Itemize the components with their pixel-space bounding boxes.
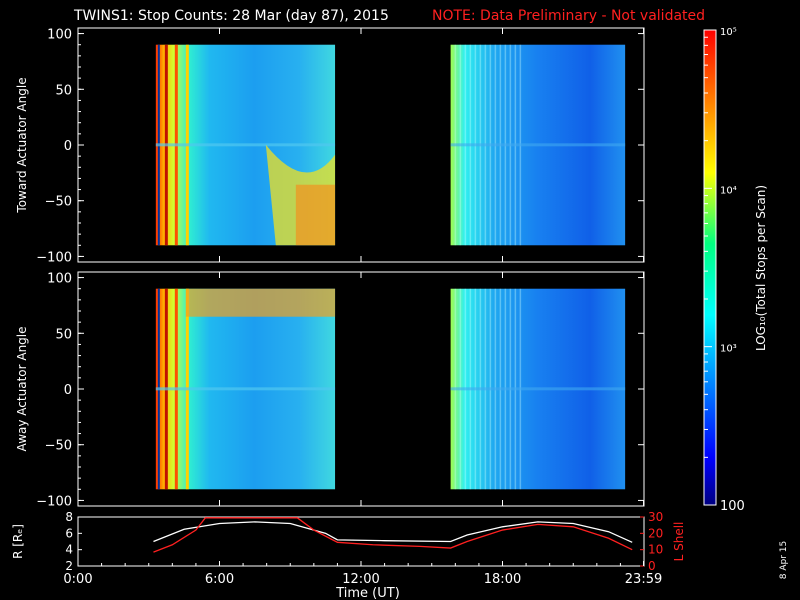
heatmap-zero-band [155,387,336,391]
x-tick-label: 0:00 [63,572,92,587]
x-tick-label: 6:00 [205,572,234,587]
away-data-block-1 [155,288,336,490]
ephemeris-frame [77,516,645,567]
x-axis-label: Time (UT) [335,586,400,600]
colorbar: 10⁵ 10⁴ 10³ 100 LOG₁₀(Total Stops per Scan) [703,27,768,514]
y-tick-label: 50 [55,327,72,342]
x-tick-label: 12:00 [342,572,379,587]
y-tick-label-right: 0 [648,559,656,573]
x-tick-label: 23:59 [625,572,662,587]
y-tick-label: 100 [47,272,72,287]
toward-data-block-2 [450,44,626,246]
heatmap-zero-band [450,143,626,147]
y-tick-label-right: 10 [648,543,663,557]
toward-panel: 100 50 0 −50 −100 Toward Actuator Angle [15,27,645,265]
ephemeris-ylabel: R [Rₑ] [11,524,25,559]
toward-data-block-1 [155,44,336,246]
r-series-line [153,521,633,543]
y-tick-label: −50 [45,195,72,210]
heatmap-zero-band [450,387,626,391]
y-tick-label: 2 [65,559,73,573]
colorbar-tick-label: 10⁴ [720,185,737,196]
date-stamp: 8 Apr 15 [779,541,789,579]
toward-ylabel: Toward Actuator Angle [15,77,29,213]
y-tick-label: 8 [65,510,73,524]
heatmap-hot-core [295,184,336,246]
y-tick-label: −50 [45,439,72,454]
heatmap-zero-band [155,143,336,147]
y-tick-label: 50 [55,83,72,98]
colorbar-tick-label: 10⁵ [720,27,737,38]
heatmap-hot-band [185,288,336,317]
y-tick-label: 0 [64,139,72,154]
chart-title: TWINS1: Stop Counts: 28 Mar (day 87), 20… [73,8,389,24]
away-ylabel: Away Actuator Angle [15,326,29,451]
y-tick-label: 100 [47,28,72,43]
y-tick-label: 0 [64,383,72,398]
y-tick-label-right: 20 [648,526,663,540]
lshell-series-line [153,517,633,553]
y-tick-label: 4 [65,543,73,557]
chart-note: NOTE: Data Preliminary - Not validated [432,8,705,24]
ephemeris-panel: 8 6 4 2 30 20 10 0 0:00 6:00 12:00 18:00 23:59 R [Rₑ]… [11,510,686,587]
ephemeris-ylabel-right: L Shell [672,522,686,562]
colorbar-label: LOG₁₀(Total Stops per Scan) [754,185,768,351]
y-tick-label-right: 30 [648,510,663,524]
colorbar-gradient [703,29,717,506]
away-panel: 100 50 0 −50 −100 Away Actuator Angle [15,271,645,509]
colorbar-tick-label: 10³ [720,344,737,355]
y-tick-label: −100 [36,494,72,509]
y-tick-label: 6 [65,526,73,540]
colorbar-tick-label: 100 [720,499,745,514]
x-tick-label: 18:00 [484,572,521,587]
y-tick-label: −100 [36,250,72,265]
away-data-block-2 [450,288,626,490]
